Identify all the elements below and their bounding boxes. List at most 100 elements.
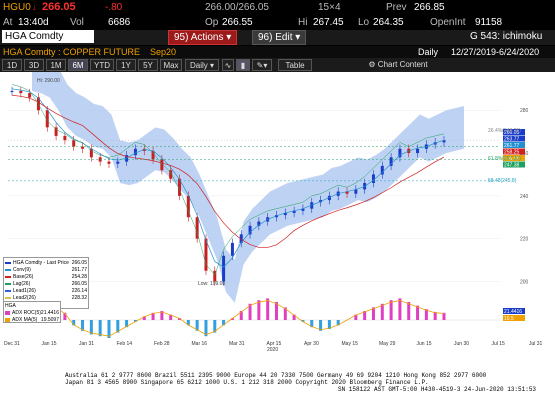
osc-bar (371, 307, 375, 320)
candle-body (345, 191, 349, 194)
bar-chart-icon[interactable]: ▮ (236, 59, 250, 71)
candle-body (354, 189, 358, 194)
chart-content-button[interactable]: ⚙ Chart Content (358, 59, 438, 71)
fib-label-1: 26.4%(248.25) (488, 128, 521, 134)
value-tag: 261.77 (504, 143, 520, 149)
draw-tools-icon[interactable]: ✎▾ (252, 59, 272, 71)
x-tick-label: Mar 31 (229, 341, 245, 347)
osc-legend-name: ADX MA(5) (12, 316, 38, 323)
edit-button[interactable]: 96) Edit ▾ (252, 30, 307, 45)
cloud-area (32, 48, 464, 303)
osc-bar (301, 320, 305, 322)
legend-value: 261.77 (71, 266, 87, 273)
security-field[interactable]: HGA Comdty (2, 30, 94, 43)
osc-bar (433, 311, 437, 320)
chevron-down-icon: ▾ (295, 32, 301, 43)
osc-bar (178, 318, 182, 320)
period-ytd[interactable]: YTD (90, 59, 114, 71)
osc-bar (186, 320, 190, 326)
period-1d[interactable]: 1D (2, 59, 22, 71)
year-label: 2020 (267, 347, 278, 353)
value-tag-bg (503, 148, 525, 155)
legend-name: Lead2(26) (13, 294, 36, 301)
osc-bar (266, 298, 270, 320)
period-6m[interactable]: 6M (68, 59, 88, 71)
vol-label: Vol (70, 17, 84, 28)
period-max[interactable]: Max (160, 59, 182, 71)
period-3d[interactable]: 3D (24, 59, 44, 71)
osc-bar (151, 312, 155, 320)
quote-row-1: HGU0 ↓ 266.05 -.80 266.00/266.05 15×4 Pr… (0, 0, 555, 15)
frequency-dropdown-label: Daily (189, 61, 208, 70)
candle-body (292, 210, 296, 213)
line-chart-icon[interactable]: ∿ (222, 59, 234, 71)
osc-bar (398, 298, 402, 320)
candle-body (160, 159, 164, 171)
value-tag-bg (503, 142, 525, 148)
candle-body (389, 157, 393, 166)
value-tag: 256.98 (504, 156, 520, 162)
candle-body (19, 90, 23, 94)
osc-bar (389, 300, 393, 320)
osc-bar (230, 318, 234, 320)
table-button[interactable]: Table (278, 59, 312, 71)
osc-bar (133, 320, 137, 322)
x-tick-label: Jul 15 (492, 341, 506, 347)
osc-bar (195, 320, 199, 331)
osc-bar (222, 320, 226, 326)
legend-item: Conv(9) 261.77 (5, 266, 87, 273)
osc-legend-value: 19.5097 (40, 316, 59, 323)
period-1m[interactable]: 1M (46, 59, 66, 71)
value-tag: 266.05 (504, 130, 520, 136)
footer-line-3: SN 158122 AST GMT-5:00 H430-4519-3 24-Ju… (338, 386, 537, 393)
osc-legend-swatch (5, 317, 10, 322)
down-arrow-icon: ↓ (32, 2, 37, 12)
candle-body (178, 178, 182, 196)
candle-body (28, 93, 32, 98)
frequency-label: Daily (418, 47, 439, 57)
legend-swatch (5, 268, 11, 271)
candle-body (416, 148, 420, 154)
osc-tag: 21.4416 (504, 309, 522, 315)
candle-body (45, 110, 49, 128)
x-tick-label: Jul 31 (529, 341, 543, 347)
title-bar: HGA Comdty 95) Actions ▾ 96) Edit ▾ G 54… (0, 30, 555, 45)
gear-icon: ⚙ (368, 60, 376, 69)
legend-item: HGA Comdty - Last Price 266.05 (5, 259, 87, 266)
fib-label-2: 61.8%(257.30) (488, 156, 521, 162)
osc-bar (116, 320, 120, 333)
osc-bar (248, 303, 252, 320)
ticker: HGU0 (3, 2, 31, 13)
oscillator-title: HGA (5, 303, 16, 309)
legend-item: Lag(26) 266.05 (5, 280, 87, 287)
candle-body (398, 148, 402, 158)
osc-bar (442, 312, 446, 320)
legend-value: 228.32 (71, 294, 87, 301)
candle-body (89, 148, 93, 158)
indicator-lines (8, 84, 500, 276)
prev-label: Prev (386, 2, 407, 13)
x-tick-label: Jan 31 (79, 341, 94, 347)
base-line (11, 94, 445, 248)
open-label: Op (205, 17, 219, 28)
period-1y[interactable]: 1Y (116, 59, 136, 71)
osc-legend-swatch (5, 310, 10, 315)
legend-value: 254.28 (71, 273, 87, 280)
footer-line-1: Australia 61 2 9777 8600 Brazil 5511 239… (65, 372, 487, 379)
high-annotation: Hi: 290.00 (37, 78, 60, 84)
candle-body (169, 170, 173, 179)
legend-swatch (5, 275, 11, 278)
x-tick-label: May 29 (379, 341, 396, 347)
candle-body (283, 212, 287, 216)
osc-bar (327, 320, 331, 329)
actions-button[interactable]: 95) Actions ▾ (168, 30, 238, 45)
frequency-dropdown[interactable]: Daily ▾ (185, 59, 219, 71)
legend-value: 266.05 (71, 280, 87, 287)
contract-month: Sep20 (150, 47, 177, 57)
x-tick-label: May 15 (342, 341, 359, 347)
period-5y[interactable]: 5Y (138, 59, 158, 71)
